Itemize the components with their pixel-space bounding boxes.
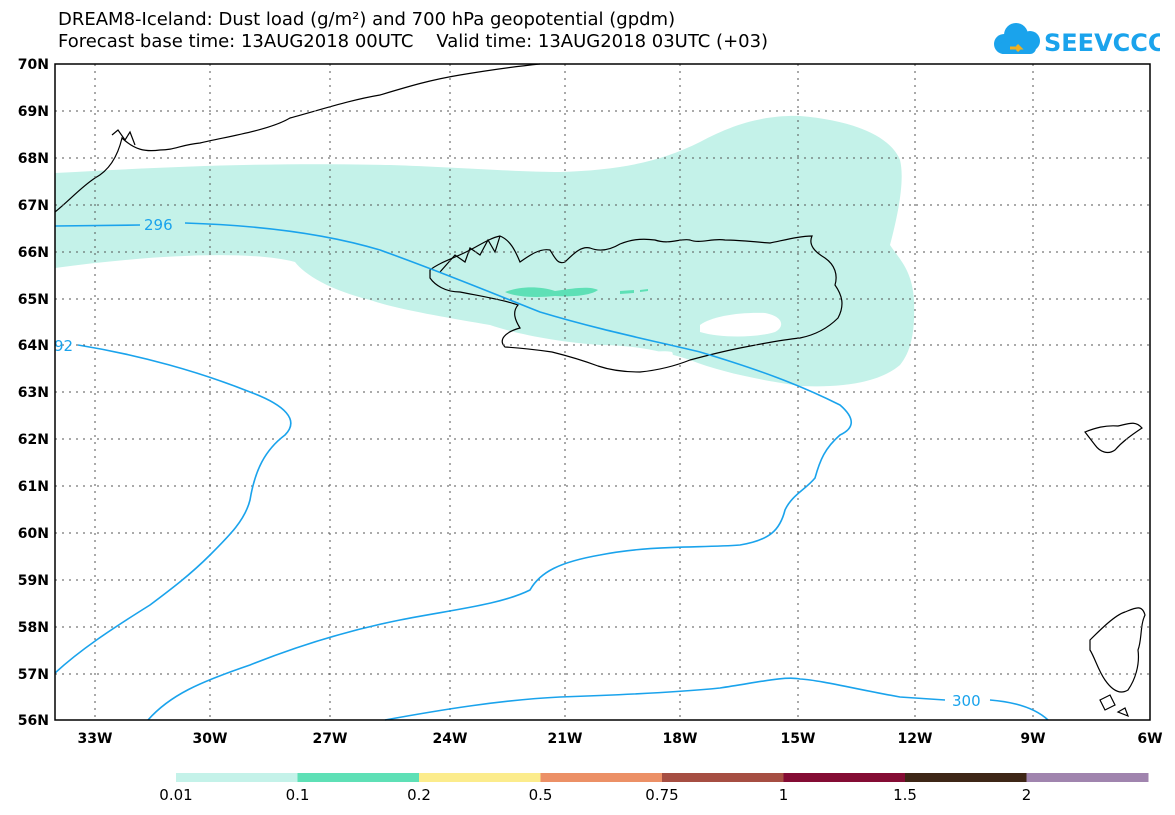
colorbar-label: 1 (779, 786, 789, 804)
colorbar-swatch (176, 773, 298, 782)
colorbar-legend: 0.01 0.1 0.2 0.5 0.75 1 1.5 2 (159, 773, 1149, 804)
contour-labels: 296 92 300 (54, 216, 981, 710)
colorbar-label: 0.2 (407, 786, 431, 804)
contour-label-300: 300 (952, 692, 981, 710)
geopotential-contours (54, 222, 1049, 721)
colorbar-swatch (1026, 773, 1149, 782)
lon-tick-label: 21W (548, 731, 583, 747)
lon-tick-label: 30W (193, 731, 228, 747)
glacier-gap-south (635, 351, 673, 364)
greenland-inlet (111, 129, 136, 146)
colorbar-label: 0.01 (159, 786, 192, 804)
scotland-coast (1089, 607, 1146, 693)
dust-area-0.01 (55, 115, 915, 387)
contour-300 (384, 677, 1049, 721)
colorbar-label: 0.1 (286, 786, 310, 804)
logo-wordmark: SEEVCCC (1044, 29, 1160, 57)
contour-label-292: 92 (54, 337, 73, 355)
dust-area-0.1 (505, 287, 598, 297)
lat-tick-label: 61N (18, 479, 49, 495)
colorbar-swatch (419, 773, 541, 782)
colorbar-swatch (783, 773, 906, 782)
lon-tick-label: 33W (78, 731, 113, 747)
lat-tick-label: 66N (18, 245, 49, 261)
lat-tick-label: 60N (18, 526, 49, 542)
lon-tick-label: 12W (898, 731, 933, 747)
colorbar-label: 2 (1022, 786, 1032, 804)
lat-tick-label: 67N (18, 198, 49, 214)
lon-tick-label: 18W (663, 731, 698, 747)
faroe-shetland-coast (1084, 422, 1143, 454)
lat-tick-label: 65N (18, 292, 49, 308)
lon-tick-label: 24W (433, 731, 468, 747)
map-frame (54, 63, 1151, 721)
lon-tick-label: 27W (313, 731, 348, 747)
glacier-gap (700, 312, 782, 337)
colorbar-swatch (540, 773, 663, 782)
latitude-axis: 70N 69N 68N 67N 66N 65N 64N 63N 62N 61N … (18, 57, 49, 729)
lat-tick-label: 68N (18, 151, 49, 167)
map-subtitle-times: Forecast base time: 13AUG2018 00UTC Vali… (58, 31, 769, 52)
colorbar-label: 1.5 (893, 786, 917, 804)
graticule (55, 64, 1150, 720)
colorbar-swatch (297, 773, 420, 782)
contour-label-296: 296 (144, 216, 173, 234)
dust-area-0.1-dot (640, 289, 648, 292)
coastlines (54, 63, 1146, 718)
seevccc-logo: SEEVCCC (994, 23, 1160, 57)
lat-tick-label: 57N (18, 667, 49, 683)
greenland-coast (54, 63, 541, 213)
cloud-icon (994, 23, 1040, 54)
iceland-coast (429, 235, 843, 373)
lat-tick-label: 70N (18, 57, 49, 73)
lon-tick-label: 15W (781, 731, 816, 747)
lat-tick-label: 59N (18, 573, 49, 589)
lon-tick-label: 9W (1020, 731, 1045, 747)
lat-tick-label: 58N (18, 620, 49, 636)
lon-tick-label: 6W (1137, 731, 1162, 747)
map-title: DREAM8-Iceland: Dust load (g/m²) and 700… (58, 9, 676, 30)
lat-tick-label: 69N (18, 104, 49, 120)
longitude-axis: 33W 30W 27W 24W 21W 18W 15W 12W 9W 6W (78, 731, 1163, 747)
colorbar-swatch (905, 773, 1027, 782)
scotland-islands (1099, 694, 1130, 718)
lat-tick-label: 63N (18, 385, 49, 401)
lat-tick-label: 64N (18, 338, 49, 354)
colorbar-swatch (662, 773, 784, 782)
lat-tick-label: 56N (18, 713, 49, 729)
dust-area-0.1-small (620, 290, 634, 294)
colorbar-label: 0.5 (529, 786, 553, 804)
contour-292 (54, 344, 292, 674)
lat-tick-label: 62N (18, 432, 49, 448)
dust-shading (55, 115, 915, 387)
colorbar-label: 0.75 (645, 786, 678, 804)
contour-296 (54, 222, 853, 721)
